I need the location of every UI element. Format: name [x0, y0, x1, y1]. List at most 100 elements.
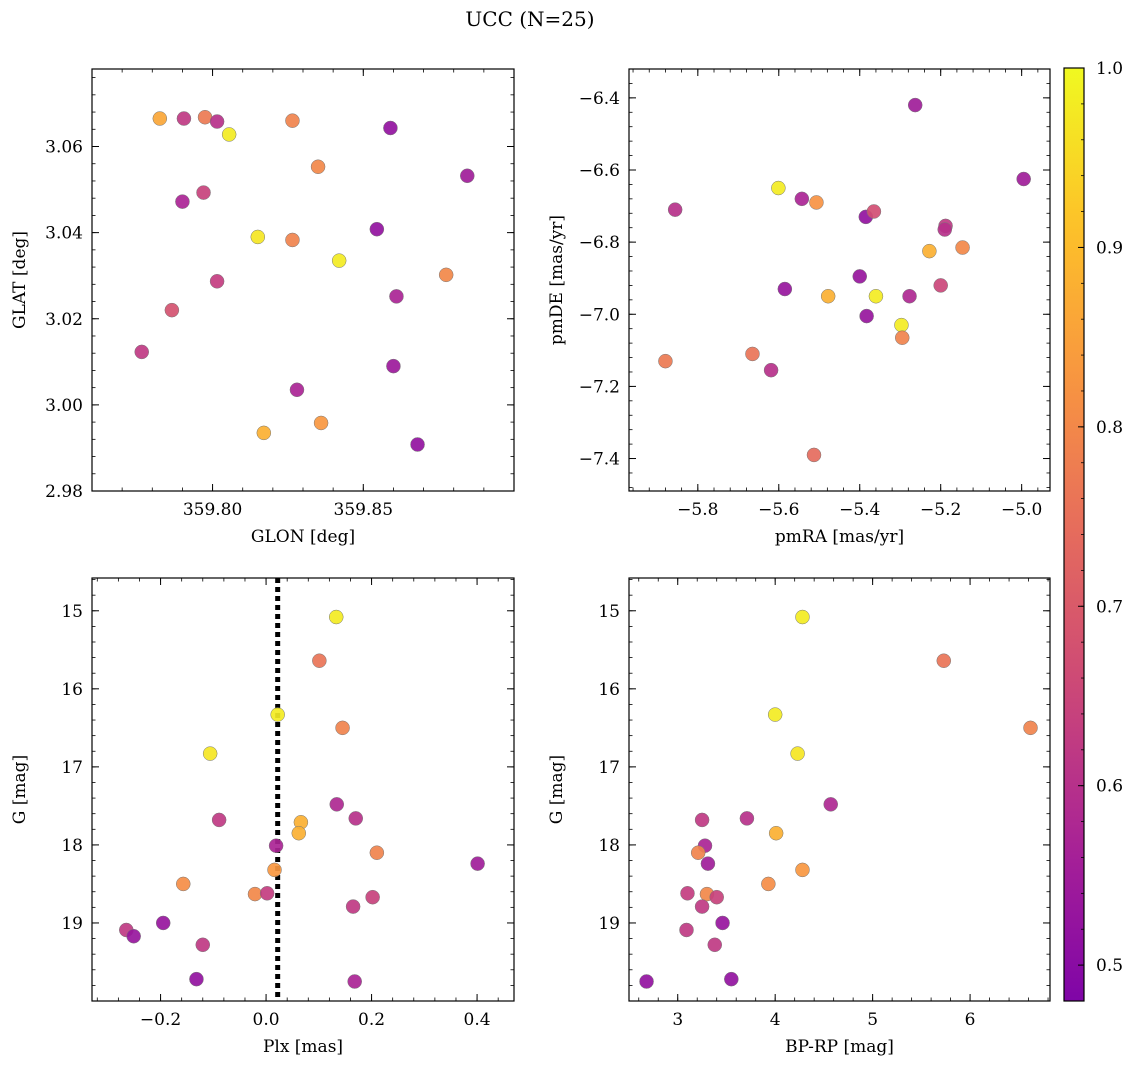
scatter-panel-3: −0.2 0.0 0.2 0.4 15 16 17 18 19 Plx [mas] G [mag]	[10, 577, 515, 1057]
data-point	[164, 302, 180, 318]
y-tick-label: 2.98	[45, 482, 83, 502]
data-point	[894, 330, 910, 345]
data-point	[256, 425, 272, 441]
x-tick-label: −5.6	[758, 500, 799, 520]
x-tick-label: 0.0	[253, 1010, 280, 1030]
data-point	[438, 267, 454, 283]
y-tick-label: 17	[598, 758, 620, 778]
data-point	[820, 288, 836, 304]
colorbar-tick-label: 0.5	[1096, 956, 1123, 976]
axes-frame	[628, 577, 1051, 1002]
data-point	[126, 928, 141, 944]
data-point	[809, 195, 824, 210]
data-point	[936, 653, 952, 668]
data-point	[369, 221, 385, 237]
data-point	[694, 812, 710, 828]
y-tick-label: −7.4	[579, 450, 620, 470]
data-point	[209, 114, 225, 129]
data-point	[268, 838, 284, 853]
data-point	[955, 240, 970, 255]
data-point	[690, 845, 706, 860]
x-tick-label: 6	[965, 1010, 976, 1030]
data-point	[907, 97, 923, 113]
y-tick-label: 18	[61, 836, 83, 856]
data-point	[345, 899, 361, 914]
colorbar-tick-label: 0.7	[1096, 597, 1123, 617]
data-point	[667, 202, 683, 217]
data-point	[155, 915, 171, 931]
data-point	[639, 974, 654, 989]
data-point	[176, 876, 191, 892]
data-point	[795, 862, 810, 878]
data-point	[771, 180, 786, 196]
y-tick-label: 16	[598, 680, 620, 700]
data-point	[348, 811, 363, 826]
colorbar-tick-label: 0.8	[1096, 418, 1123, 438]
x-tick-label: 359.80	[183, 500, 242, 520]
data-point	[195, 937, 211, 953]
y-axis-label: G [mag]	[10, 755, 30, 824]
data-point	[310, 159, 326, 174]
data-point	[761, 876, 776, 892]
colorbar-gradient	[1064, 68, 1084, 1001]
colorbar-tick-label: 0.6	[1096, 777, 1123, 797]
scatter-panels: 359.80 359.85 2.98 3.00 3.02 3.04 3.06 GLON [de…	[10, 68, 1051, 1057]
x-axis-label: Plx [mas]	[263, 1037, 343, 1057]
data-point	[259, 886, 275, 901]
x-tick-label: 0.2	[358, 1010, 385, 1030]
data-point	[365, 889, 380, 905]
data-point	[763, 362, 779, 378]
y-axis-label: G [mag]	[547, 755, 567, 824]
data-point	[694, 899, 710, 914]
data-point	[859, 308, 874, 324]
y-tick-label: −7.2	[579, 377, 620, 397]
x-tick-label: −0.2	[140, 1010, 181, 1030]
data-point	[790, 746, 805, 761]
x-tick-label: 359.85	[334, 500, 393, 520]
data-point	[383, 120, 398, 136]
data-point	[335, 720, 350, 736]
figure-title: UCC (N=25)	[465, 7, 594, 31]
data-point	[724, 971, 739, 987]
data-point	[460, 168, 475, 184]
y-tick-label: −6.8	[579, 233, 620, 253]
y-tick-label: −7.0	[579, 305, 620, 325]
data-point	[331, 253, 347, 268]
colorbar-tick-label: 1.0	[1096, 59, 1123, 79]
data-point	[329, 797, 345, 812]
x-axis-label: pmRA [mas/yr]	[775, 527, 904, 547]
x-tick-label: −5.4	[839, 500, 880, 520]
data-point	[768, 825, 784, 841]
data-point	[715, 915, 730, 931]
data-point	[894, 317, 909, 333]
data-point	[922, 243, 937, 259]
data-point	[189, 971, 204, 987]
axes-frame	[91, 577, 515, 1002]
data-point	[176, 111, 192, 126]
colorbar-tick-label: 0.9	[1096, 238, 1123, 258]
data-point	[211, 812, 227, 828]
data-point	[389, 289, 404, 304]
data-point	[1023, 720, 1038, 736]
scatter-panel-1: 359.80 359.85 2.98 3.00 3.02 3.04 3.06 GLON [de…	[10, 68, 515, 547]
scatter-panel-4: 3 4 5 6 15 16 17 18 19 BP-RP [mag] G [mag]	[547, 577, 1051, 1057]
y-tick-label: 18	[598, 836, 620, 856]
data-point	[285, 232, 300, 248]
data-point	[247, 886, 263, 902]
data-point	[658, 353, 673, 369]
y-tick-label: 3.06	[45, 138, 83, 158]
data-point	[313, 415, 329, 431]
colorbar: 0.5 0.6 0.7 0.8 0.9 1.0	[1063, 59, 1123, 1002]
data-point	[806, 447, 822, 463]
y-tick-label: −6.4	[579, 89, 620, 109]
data-point	[679, 922, 694, 938]
data-point	[709, 889, 724, 905]
x-axis-label: GLON [deg]	[251, 527, 355, 547]
y-tick-label: 3.00	[45, 396, 83, 416]
data-point	[852, 269, 867, 284]
data-point	[250, 229, 266, 245]
data-point	[202, 746, 218, 761]
data-point	[347, 974, 362, 989]
x-tick-label: 0.4	[464, 1010, 491, 1030]
x-axis-label: BP-RP [mag]	[785, 1037, 894, 1057]
